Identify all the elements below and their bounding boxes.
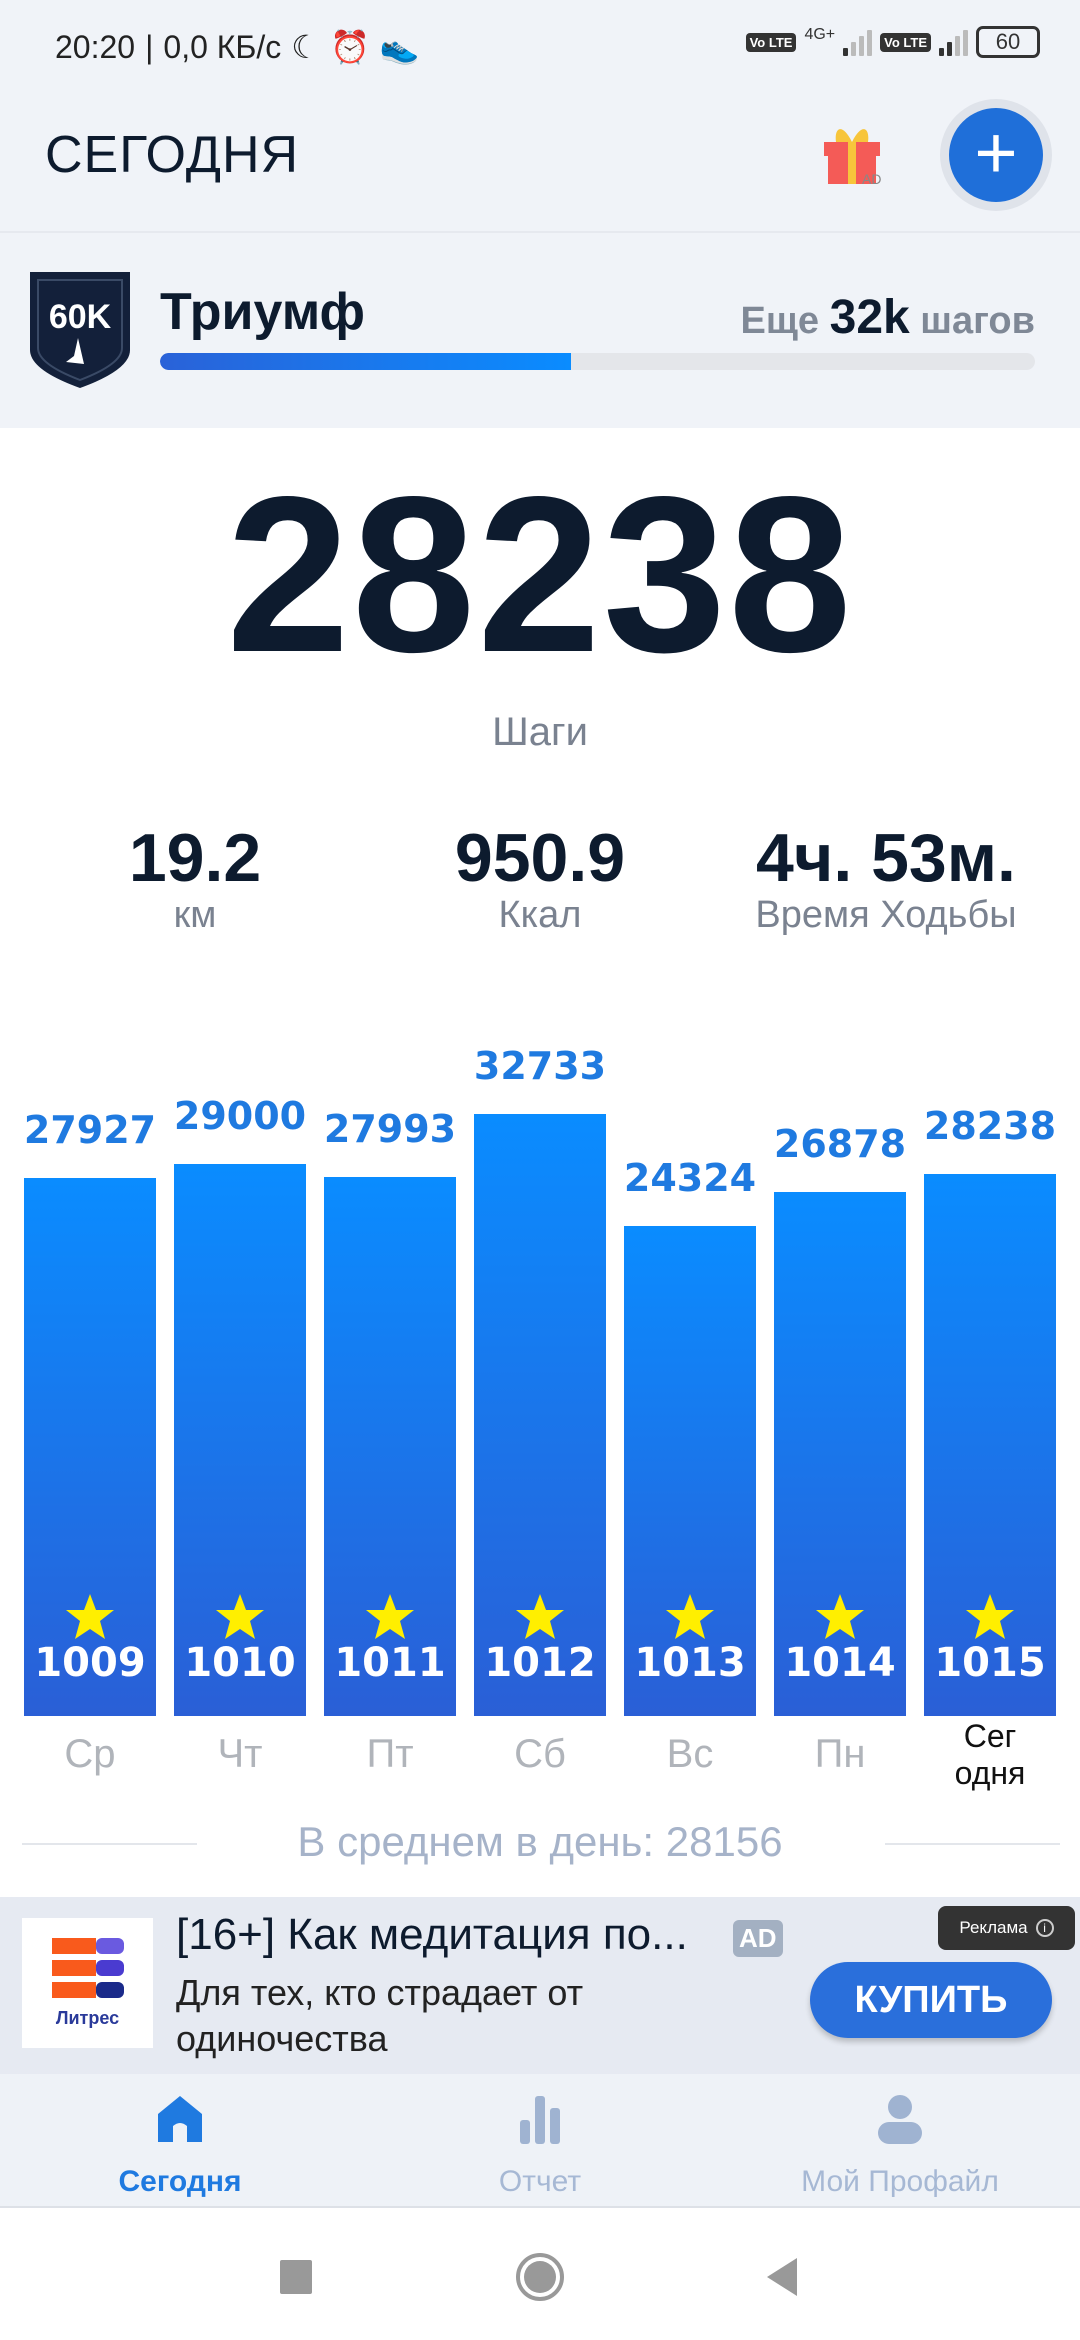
ad-label: AD xyxy=(862,171,881,186)
gift-ad-button[interactable]: AD xyxy=(822,122,882,187)
network-type: 4G+ xyxy=(804,26,836,43)
bar-chart-icon xyxy=(520,2096,560,2144)
alarm-icon: ⏰ xyxy=(329,29,370,65)
day-label: Пн xyxy=(814,1732,866,1776)
nav-profile[interactable]: Мой Профайл xyxy=(720,2094,1080,2199)
bar-value-label: 26878 xyxy=(773,1121,907,1166)
star-icon xyxy=(216,1594,264,1639)
star-icon xyxy=(66,1594,114,1639)
badge-text: 60K xyxy=(49,298,112,336)
day-label-line: одня xyxy=(954,1755,1026,1791)
remaining-suffix: шагов xyxy=(920,300,1035,342)
stat-value: 950.9 xyxy=(454,820,626,896)
day-label: Ср xyxy=(64,1732,116,1776)
divider-left xyxy=(22,1843,197,1845)
status-bar-left: 20:20 | 0,0 КБ/с ☾ ⏰ 👟 xyxy=(55,28,420,66)
bar-value-label: 32733 xyxy=(473,1043,607,1088)
steps-label: Шаги xyxy=(492,710,588,754)
battery-icon: 60 xyxy=(976,26,1040,58)
achievement-badge[interactable]: 60K xyxy=(28,270,132,390)
page-title: СЕГОДНЯ xyxy=(45,126,300,184)
day-number: 1013 xyxy=(634,1640,746,1686)
day-label: Чт xyxy=(217,1732,263,1776)
nav-label: Мой Профайл xyxy=(801,2165,999,2198)
recents-button[interactable] xyxy=(280,2260,312,2294)
volte-icon: Vo LTE xyxy=(745,32,797,52)
ad-badge: AD xyxy=(733,1920,783,1957)
star-icon xyxy=(366,1594,414,1639)
home-icon xyxy=(158,2096,202,2142)
nav-today[interactable]: Сегодня xyxy=(0,2094,360,2199)
shoe-icon xyxy=(66,338,84,364)
ad-tag-label: Реклама xyxy=(959,1918,1028,1937)
ad-title[interactable]: [16+] Как медитация по... xyxy=(176,1910,688,1959)
buy-button[interactable]: КУПИТЬ xyxy=(810,1962,1052,2038)
nav-report[interactable]: Отчет xyxy=(360,2094,720,2199)
achievement-title: Триумф xyxy=(160,283,366,341)
ad-info-tag[interactable]: Реклама i xyxy=(938,1906,1075,1950)
gift-icon: AD xyxy=(824,129,881,187)
steps-remaining: Еще 32k шагов xyxy=(741,290,1035,345)
nav-label: Сегодня xyxy=(118,2165,242,2198)
star-icon xyxy=(966,1594,1014,1639)
system-nav-bar xyxy=(0,2210,1080,2340)
status-bar-right: Vo LTE 4G+ Vo LTE 60 xyxy=(745,26,1040,58)
bar-value-label: 27927 xyxy=(23,1107,157,1152)
back-button[interactable] xyxy=(767,2258,797,2296)
network-speed: 0,0 КБ/с xyxy=(163,28,282,65)
bar-value-label: 29000 xyxy=(173,1093,307,1138)
moon-icon: ☾ xyxy=(291,29,320,65)
star-icon xyxy=(666,1594,714,1639)
bar-value-label: 24324 xyxy=(623,1155,757,1200)
stat-calories: 950.9 Ккал xyxy=(360,818,720,937)
logo-text: Литрес xyxy=(55,2008,120,2028)
info-icon: i xyxy=(1035,1919,1054,1937)
bar-value-label: 28238 xyxy=(923,1103,1057,1148)
stat-walk-time: 4ч. 53м. Время Ходьбы xyxy=(706,818,1066,937)
divider xyxy=(0,231,1080,233)
volte-icon-2: Vo LTE xyxy=(880,32,931,52)
day-number: 1009 xyxy=(34,1640,146,1686)
stat-label: Ккал xyxy=(498,894,582,936)
stat-distance: 19.2 км xyxy=(15,818,375,937)
day-label-today: Сег одня xyxy=(915,1718,1065,1792)
daily-average: В среднем в день: 28156 xyxy=(297,1818,783,1865)
home-button[interactable] xyxy=(516,2253,564,2301)
stat-label: км xyxy=(173,894,217,936)
day-number: 1015 xyxy=(934,1640,1046,1686)
day-label-line: Сег xyxy=(963,1718,1017,1754)
stat-value: 19.2 xyxy=(128,820,262,896)
day-number: 1011 xyxy=(334,1640,446,1686)
bar-4[interactable] xyxy=(624,1225,756,1716)
separator: | xyxy=(145,28,154,65)
day-label: Вс xyxy=(666,1732,714,1776)
plus-icon: + xyxy=(949,108,1043,202)
profile-icon xyxy=(878,2095,922,2144)
nav-label: Отчет xyxy=(498,2165,582,2198)
star-icon xyxy=(816,1594,864,1639)
day-number: 1012 xyxy=(484,1640,596,1686)
steps-count: 28238 xyxy=(226,451,854,699)
ad-description: Для тех, кто страдает от одиночества xyxy=(176,1972,584,2059)
stat-value: 4ч. 53м. xyxy=(756,820,1016,896)
remaining-value: 32k xyxy=(829,291,910,344)
day-number: 1010 xyxy=(184,1640,296,1686)
day-number: 1014 xyxy=(784,1640,896,1686)
achievement-progress xyxy=(160,353,1035,370)
divider-right xyxy=(885,1843,1060,1845)
day-label: Пт xyxy=(366,1732,414,1776)
signal-icon-2 xyxy=(939,28,968,56)
stat-label: Время Ходьбы xyxy=(755,894,1017,936)
litres-logo[interactable]: Литрес xyxy=(22,1918,153,2048)
add-button[interactable]: + xyxy=(940,99,1052,211)
signal-icon xyxy=(843,28,873,56)
remaining-prefix: Еще xyxy=(740,300,820,342)
day-label: Сб xyxy=(514,1732,566,1776)
shoe-icon: 👟 xyxy=(379,29,420,65)
star-icon xyxy=(516,1594,564,1639)
progress-fill xyxy=(160,353,572,370)
status-time: 20:20 xyxy=(55,28,136,65)
bar-value-label: 27993 xyxy=(323,1106,457,1151)
